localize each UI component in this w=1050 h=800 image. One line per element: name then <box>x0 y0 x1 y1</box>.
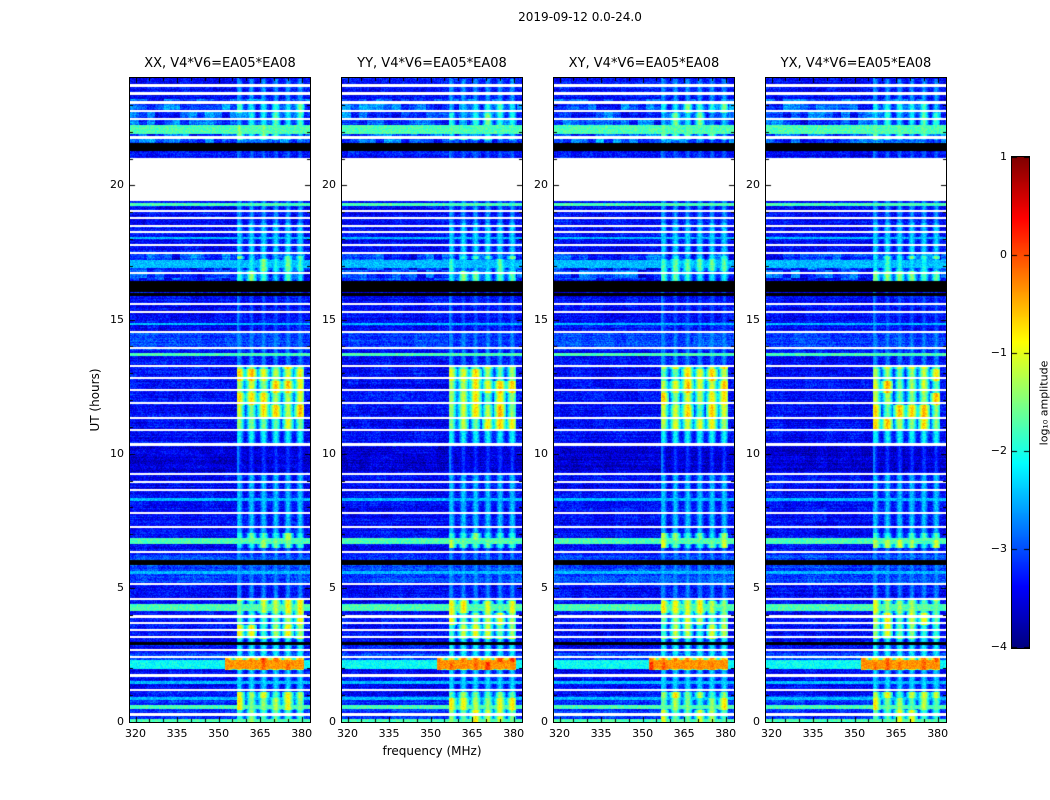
x-axis-label: frequency (MHz) <box>382 744 482 758</box>
colorbar-label: log₁₀ amplitude <box>1037 360 1050 446</box>
x-tick-label: 335 <box>802 727 824 740</box>
y-tick-label: 5 <box>329 580 336 594</box>
x-tick-label: 365 <box>673 727 695 740</box>
panel-title-xx: XX, V4*V6=EA05*EA08 <box>144 56 296 71</box>
x-tick-label: 335 <box>590 727 612 740</box>
x-tick-label: 350 <box>208 727 230 740</box>
heatmap-canvas-xx <box>130 78 310 722</box>
colorbar-canvas <box>1012 157 1029 648</box>
y-tick-label: 15 <box>110 312 124 326</box>
colorbar-tick-label: 0 <box>1000 248 1007 261</box>
y-tick-label: 10 <box>534 446 548 460</box>
x-tick-label: 365 <box>249 727 271 740</box>
x-tick-label: 320 <box>761 727 783 740</box>
heatmap-frame-yy <box>341 77 523 723</box>
x-tick-label: 380 <box>715 727 737 740</box>
heatmap-frame-yx <box>765 77 947 723</box>
y-tick-label: 20 <box>110 178 124 192</box>
colorbar-tick-label: 1 <box>1000 150 1007 163</box>
x-tick-label: 350 <box>420 727 442 740</box>
y-tick-label: 5 <box>753 580 760 594</box>
heatmap-frame-xy <box>553 77 735 723</box>
y-tick-label: 10 <box>746 446 760 460</box>
heatmap-canvas-yy <box>342 78 522 722</box>
x-tick-label: 320 <box>125 727 147 740</box>
y-tick-label: 15 <box>746 312 760 326</box>
colorbar-tick-label: −1 <box>990 346 1007 359</box>
x-tick-label: 335 <box>166 727 188 740</box>
y-tick-label: 0 <box>753 715 760 728</box>
colorbar-frame <box>1011 156 1030 649</box>
heatmap-frame-xx <box>129 77 311 723</box>
x-tick-label: 350 <box>632 727 654 740</box>
y-tick-label: 10 <box>110 446 124 460</box>
x-tick-label: 365 <box>461 727 483 740</box>
x-tick-label: 320 <box>549 727 571 740</box>
y-tick-label: 10 <box>322 446 336 460</box>
colorbar-tick-label: −2 <box>990 444 1007 457</box>
colorbar-tick-label: −3 <box>990 542 1007 555</box>
y-tick-label: 0 <box>541 715 548 728</box>
heatmap-canvas-yx <box>766 78 946 722</box>
x-tick-label: 380 <box>291 727 313 740</box>
panel-title-yx: YX, V4*V6=EA05*EA08 <box>780 56 932 71</box>
x-tick-label: 320 <box>337 727 359 740</box>
y-tick-label: 5 <box>541 580 548 594</box>
x-tick-label: 365 <box>885 727 907 740</box>
panel-title-yy: YY, V4*V6=EA05*EA08 <box>357 56 507 71</box>
y-tick-label: 20 <box>746 178 760 192</box>
x-tick-label: 350 <box>844 727 866 740</box>
figure-title: 2019-09-12 0.0-24.0 <box>518 10 642 24</box>
y-tick-label: 15 <box>534 312 548 326</box>
y-tick-label: 0 <box>117 715 124 728</box>
x-tick-label: 380 <box>503 727 525 740</box>
y-tick-label: 20 <box>534 178 548 192</box>
heatmap-canvas-xy <box>554 78 734 722</box>
y-tick-label: 20 <box>322 178 336 192</box>
y-tick-label: 0 <box>329 715 336 728</box>
y-tick-label: 15 <box>322 312 336 326</box>
panel-title-xy: XY, V4*V6=EA05*EA08 <box>568 56 720 71</box>
x-tick-label: 380 <box>927 727 949 740</box>
y-tick-label: 5 <box>117 580 124 594</box>
y-axis-label: UT (hours) <box>88 368 102 432</box>
colorbar-tick-label: −4 <box>990 640 1007 653</box>
x-tick-label: 335 <box>378 727 400 740</box>
